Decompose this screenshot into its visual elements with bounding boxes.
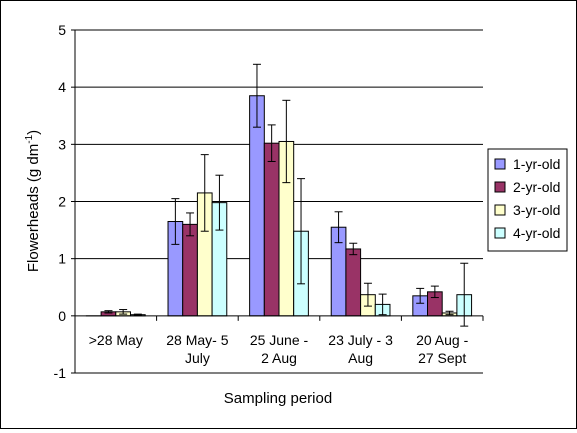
y-tick-label: 2 bbox=[58, 194, 66, 210]
legend-label: 1-yr-old bbox=[513, 156, 560, 172]
bar bbox=[250, 96, 265, 316]
y-tick-labels: -1 0 1 2 3 4 5 bbox=[54, 22, 67, 381]
y-tick-label: 3 bbox=[58, 136, 66, 152]
legend-swatch bbox=[495, 159, 505, 169]
bar bbox=[264, 143, 279, 316]
bars bbox=[86, 64, 471, 326]
legend: 1-yr-old 2-yr-old 3-yr-old 4-yr-old bbox=[488, 149, 567, 251]
legend-swatch bbox=[495, 205, 505, 215]
legend-label: 2-yr-old bbox=[513, 179, 560, 195]
x-tick-label: >28 May bbox=[89, 332, 143, 348]
x-tick-label: 20 Aug -27 Sept bbox=[416, 332, 468, 366]
x-axis-title: Sampling period bbox=[224, 390, 332, 407]
x-tick-label: 25 June -2 Aug bbox=[250, 332, 309, 366]
y-axis-title-close: ) bbox=[25, 130, 42, 135]
y-tick-label: 1 bbox=[58, 251, 66, 267]
legend-label: 4-yr-old bbox=[513, 225, 560, 241]
y-tick-label: 4 bbox=[58, 79, 66, 95]
bar bbox=[346, 249, 361, 316]
legend-label: 3-yr-old bbox=[513, 202, 560, 218]
bar bbox=[183, 224, 198, 315]
y-axis-title: Flowerheads (g dm-1) bbox=[24, 130, 42, 272]
y-tick-label: 5 bbox=[58, 22, 66, 38]
legend-swatch bbox=[495, 228, 505, 238]
y-tick-label: -1 bbox=[54, 365, 67, 381]
y-tick-label: 0 bbox=[58, 308, 66, 324]
legend-swatch bbox=[495, 182, 505, 192]
